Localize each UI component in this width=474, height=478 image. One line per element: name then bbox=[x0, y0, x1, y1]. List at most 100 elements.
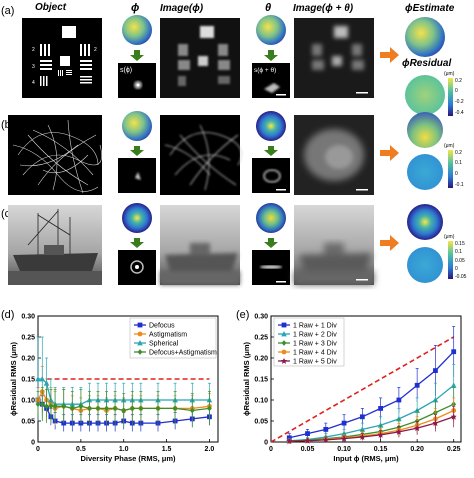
data-point bbox=[433, 368, 438, 373]
green-arrow-c2 bbox=[264, 238, 278, 248]
orange-arrow-b bbox=[380, 145, 399, 161]
phi-pupil-c bbox=[122, 203, 152, 233]
series-line bbox=[289, 351, 455, 439]
legend-entry: 1 Raw + 4 Div bbox=[293, 350, 337, 357]
series-1-raw-1-div bbox=[286, 326, 457, 442]
legend-marker bbox=[137, 349, 143, 355]
data-point bbox=[35, 376, 41, 382]
data-point bbox=[43, 380, 50, 386]
x-tick-label: 0 bbox=[269, 446, 273, 453]
data-point bbox=[451, 349, 457, 355]
y-tick-label: 0.20 bbox=[21, 356, 35, 363]
green-arrow-b2 bbox=[264, 146, 278, 156]
legend-entry: 1 Raw + 2 Div bbox=[293, 332, 337, 339]
x-tick-label: 0 bbox=[36, 446, 40, 453]
header-phi-estimate: ϕEstimate bbox=[405, 3, 455, 14]
data-point bbox=[172, 405, 178, 412]
row-b: (μm) 0.2 0.1 0 -0.1 bbox=[8, 111, 464, 195]
x-axis-label: Diversity Phase (RMS, μm) bbox=[80, 454, 176, 463]
svg-text:s(ϕ): s(ϕ) bbox=[120, 67, 132, 74]
svg-text:4: 4 bbox=[32, 80, 35, 86]
legend-entry: 1 Raw + 1 Div bbox=[293, 323, 337, 330]
y-axis-label: ϕResidual RMS (μm) bbox=[9, 342, 18, 416]
data-point bbox=[39, 376, 46, 382]
y-tick-label: 0.25 bbox=[21, 335, 35, 342]
reference-dashed-line bbox=[270, 336, 455, 443]
object-boat-photo bbox=[8, 205, 102, 285]
chart-d-residual-vs-diversity: 0 0.05 0.10 0.15 0.20 0.25 0.30 0 0.5 1.0 1.5 2.0 Di… bbox=[9, 314, 219, 463]
data-point bbox=[61, 403, 67, 410]
x-tick-label: 1.0 bbox=[119, 446, 129, 453]
theta-pupil-c bbox=[256, 203, 286, 233]
phi-estimate-pupil-c bbox=[407, 204, 443, 240]
data-point bbox=[305, 431, 310, 436]
header-theta: θ bbox=[265, 2, 271, 14]
data-point bbox=[155, 405, 161, 412]
phi-residual-pupil-b bbox=[407, 154, 443, 190]
image-phi-theta-b bbox=[294, 115, 374, 195]
data-point bbox=[44, 403, 49, 410]
svg-text:0: 0 bbox=[455, 171, 458, 177]
y-tick-label: 0 bbox=[264, 440, 268, 447]
image-phi-theta-a bbox=[294, 18, 374, 98]
data-point bbox=[35, 401, 41, 408]
green-arrow-c1 bbox=[130, 238, 144, 248]
data-point bbox=[323, 427, 329, 432]
legend-marker bbox=[137, 331, 143, 337]
colorbar-a: (μm) 0.2 0 -0.2 -0.4 bbox=[444, 71, 464, 116]
data-point bbox=[112, 405, 118, 412]
phi-residual-pupil-a bbox=[405, 75, 445, 115]
data-point bbox=[138, 405, 144, 412]
phi-pupil-b bbox=[122, 111, 152, 141]
data-point bbox=[395, 428, 402, 435]
psf-s-phi-theta: s(ϕ + θ) bbox=[252, 63, 290, 98]
data-point bbox=[189, 407, 195, 414]
data-point bbox=[39, 401, 45, 408]
data-point bbox=[341, 420, 347, 426]
legend-marker bbox=[281, 322, 287, 328]
header-image-phi: Image(ϕ) bbox=[160, 3, 204, 14]
image-phi-a bbox=[160, 18, 240, 98]
chart-e-residual-vs-input: 0 0.05 0.10 0.15 0.20 0.25 0.30 0 0.05 0.10 0.15 0.… bbox=[242, 314, 462, 463]
data-point bbox=[304, 437, 311, 444]
column-headers: Object ϕ Image(ϕ) θ Image(ϕ + θ) ϕEstima… bbox=[35, 2, 455, 69]
legend-entry: Astigmatism bbox=[149, 332, 187, 339]
data-point bbox=[121, 407, 127, 414]
y-tick-label: 0.10 bbox=[254, 398, 268, 405]
panel-label-e: (e) bbox=[236, 309, 249, 321]
theta-pupil-a bbox=[256, 15, 286, 45]
data-point bbox=[378, 406, 384, 411]
svg-text:0.2: 0.2 bbox=[455, 150, 462, 156]
data-point bbox=[396, 397, 402, 403]
colorbar-c: (μm) 0.15 0.1 0.05 0 -0.05 bbox=[444, 234, 467, 280]
panel-label-a: (a) bbox=[1, 5, 14, 17]
phi-pupil-a bbox=[122, 15, 152, 45]
y-tick-label: 0.15 bbox=[21, 377, 35, 384]
x-tick-label: 0.5 bbox=[76, 446, 86, 453]
legend-marker bbox=[281, 340, 287, 346]
series-line bbox=[289, 384, 455, 442]
svg-text:0.1: 0.1 bbox=[455, 160, 462, 166]
svg-text:2: 2 bbox=[94, 47, 97, 53]
panel-label-d: (d) bbox=[1, 309, 14, 321]
x-axis-label: Input ϕ (RMS, μm) bbox=[333, 454, 399, 463]
green-arrow-b1 bbox=[130, 146, 144, 156]
data-point bbox=[414, 425, 421, 432]
legend: Defocus Astigmatism Spherical Defocus+Astig… bbox=[129, 317, 217, 359]
svg-text:(μm): (μm) bbox=[444, 71, 455, 77]
x-tick-label: 0.20 bbox=[410, 446, 424, 453]
orange-arrow-a bbox=[380, 47, 399, 63]
theta-pupil-b bbox=[256, 111, 286, 141]
y-tick-label: 0.30 bbox=[254, 314, 268, 321]
legend-entry: 1 Raw + 5 Div bbox=[293, 359, 337, 366]
legend-marker bbox=[281, 358, 287, 364]
header-object: Object bbox=[35, 2, 67, 13]
data-point bbox=[341, 435, 348, 442]
image-phi-b bbox=[160, 115, 242, 195]
data-point bbox=[414, 382, 420, 388]
x-tick-label: 0.10 bbox=[337, 446, 351, 453]
legend-entry: 1 Raw + 3 Div bbox=[293, 341, 337, 348]
psf-c2 bbox=[252, 250, 290, 285]
series-line bbox=[289, 416, 454, 442]
